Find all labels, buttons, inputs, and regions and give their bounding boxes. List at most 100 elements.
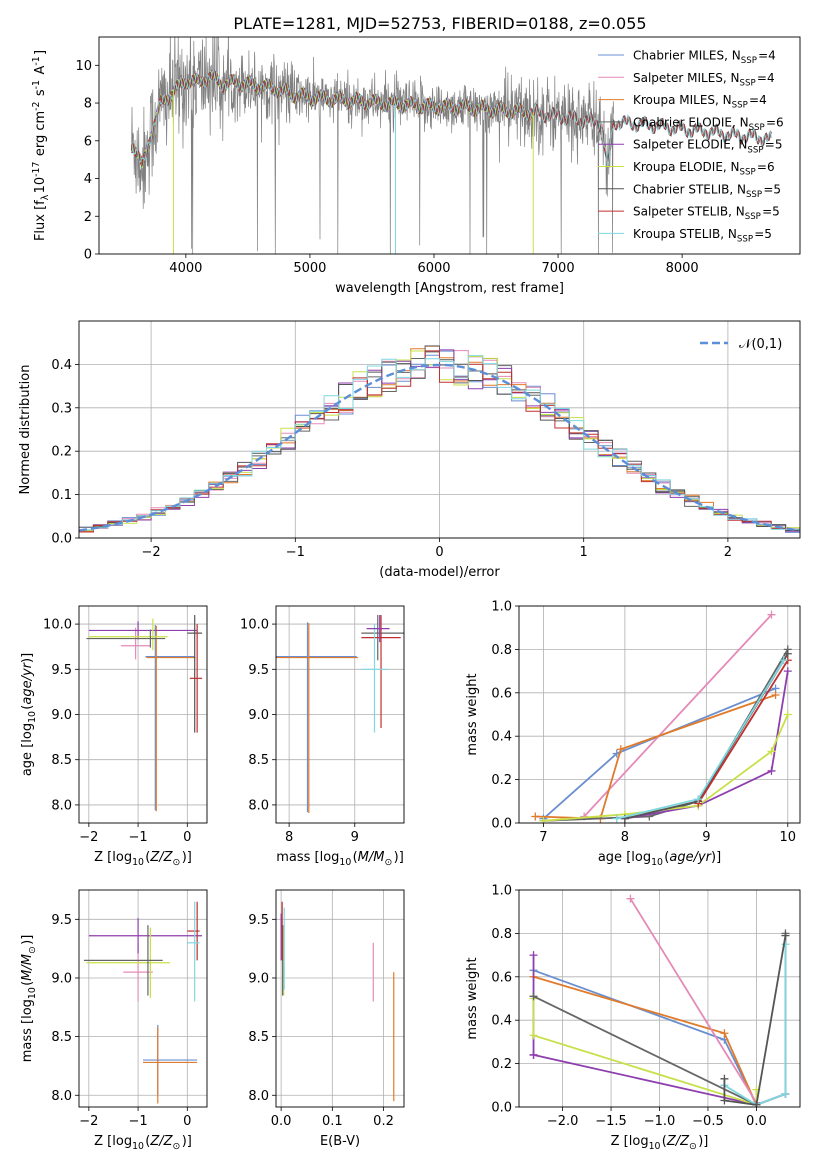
legend-label: 𝒩(0,1) [739, 337, 782, 352]
x-axis-label: Z [log10 (Z/Z⊙ )] [94, 1134, 192, 1152]
weight-line [543, 714, 789, 822]
errorbar-point [143, 1027, 198, 1104]
x-tick-label: −1.5 [595, 1114, 627, 1129]
chart-residuals: −2 −1 0 1 2 0.0 0.1 0.2 0.3 0.4 (data-model)/error… [18, 320, 801, 580]
errorbar-point [145, 624, 195, 811]
weight-marker [531, 812, 540, 821]
y-tick-label: 0.3 [51, 401, 72, 416]
x-tick-label: 0 [183, 830, 191, 845]
observed-spectrum [130, 37, 614, 254]
weight-line [583, 614, 773, 818]
y-tick-label: 1.0 [491, 600, 512, 615]
y-tick-label: 0.0 [491, 1101, 512, 1116]
x-tick-label: 7000 [542, 261, 575, 276]
chart-mass_vs_Z: −2 −1 0 8.0 8.5 9.0 9.5 Z [log10 (Z/Z⊙ )] mass [… [20, 889, 208, 1152]
y-tick-label: 9.0 [51, 971, 72, 986]
weight-line [723, 935, 787, 1106]
x-tick-label: 8000 [666, 261, 699, 276]
weight-line [535, 694, 776, 820]
chart-massweight_vs_Z: −2.0 −1.5 −1.0 −0.5 0.0 0.0 0.2 0.4 0.6 0.8 1.0 Z [… [465, 884, 801, 1152]
errorbar-point [120, 627, 151, 660]
plot-area [83, 901, 203, 1104]
weight-marker [720, 1074, 729, 1083]
x-tick-label: 0.0 [271, 1114, 292, 1129]
weight-line [543, 648, 789, 822]
weight-marker [720, 1029, 729, 1038]
errorbar-point [187, 615, 203, 733]
errorbar-point [187, 901, 200, 1002]
chart-mass_vs_EBV: 0.0 0.1 0.2 8.0 8.5 9.0 9.5 E(B-V) [248, 889, 405, 1149]
errorbar-point [88, 618, 168, 651]
weight-marker [720, 1096, 729, 1105]
x-tick-label: 0 [183, 1114, 191, 1129]
plot-area [86, 615, 203, 812]
errorbar-point [86, 927, 171, 998]
errorbar-point [189, 624, 203, 733]
weight-line [616, 659, 785, 820]
legend-label: Salpeter ELODIE, NSSP =5 [633, 138, 782, 156]
chart-massweight_vs_age: 7 8 9 10 0.0 0.2 0.4 0.6 0.8 1.0 age [log10 (age/y… [465, 600, 801, 868]
figure-title: PLATE=1281, MJD=52753, FIBERID=0188, z=0… [233, 14, 646, 33]
x-tick-label: −2 [79, 830, 98, 845]
x-tick-label: 9 [702, 830, 710, 845]
plot-area [130, 37, 772, 254]
weight-marker [783, 710, 792, 719]
y-tick-label: 8.0 [248, 798, 269, 813]
x-tick-label: 6000 [417, 261, 450, 276]
weight-marker [779, 656, 788, 665]
weight-line [723, 944, 787, 1106]
chart-spectrum: 4000 5000 6000 7000 8000 0 2 4 6 8 10 wavelength [A… [31, 36, 801, 296]
chart-age_vs_Z: −2 −1 0 8.0 8.5 9.0 9.5 10.0 Z [log10 (Z/Z⊙ )] ag… [20, 605, 208, 868]
y-tick-label: 0.4 [51, 358, 72, 373]
x-axis-label: (data-model)/error [379, 565, 500, 580]
x-tick-label: −1 [128, 1114, 147, 1129]
weight-marker [781, 931, 790, 940]
x-tick-label: −1 [286, 545, 305, 560]
x-tick-label: 0.2 [373, 1114, 394, 1129]
legend-label: Kroupa ELODIE, NSSP =6 [633, 160, 775, 178]
y-tick-label: 1.0 [491, 884, 512, 899]
plot-area [529, 894, 790, 1107]
x-tick-label: 2 [724, 545, 732, 560]
x-tick-label: −1 [128, 830, 147, 845]
x-tick-label: −2 [142, 545, 161, 560]
y-tick-label: 0.6 [491, 970, 512, 985]
legend: 𝒩(0,1) [700, 337, 782, 352]
x-tick-label: −1.0 [644, 1114, 676, 1129]
y-tick-label: 9.5 [248, 663, 269, 678]
y-tick-label: 8.0 [51, 798, 72, 813]
plot-area [531, 610, 792, 823]
legend-label: Chabrier MILES, NSSP =4 [633, 49, 776, 67]
x-axis-label: Z [log10 (Z/Z⊙ )] [611, 1134, 709, 1152]
y-tick-label: 0.0 [51, 532, 72, 547]
weight-marker [781, 1089, 790, 1098]
weight-line [629, 898, 758, 1104]
x-tick-label: 5000 [293, 261, 326, 276]
errorbar-point [276, 622, 357, 813]
residual-histogram [79, 345, 800, 531]
x-tick-label: 8 [285, 830, 293, 845]
plot-area [79, 345, 800, 533]
weight-marker [783, 667, 792, 676]
y-tick-label: 9.5 [248, 913, 269, 928]
weight-marker [612, 814, 621, 823]
y-tick-label: 2 [84, 210, 92, 225]
y-tick-label: 0.4 [491, 1014, 512, 1029]
y-tick-label: 8.5 [248, 753, 269, 768]
x-tick-label: 10 [780, 830, 797, 845]
weight-marker [539, 816, 548, 823]
axes-frame [98, 36, 801, 255]
legend: Chabrier MILES, NSSP =4 Salpeter MILES, N… [598, 49, 784, 245]
errorbar-point [187, 901, 200, 961]
y-tick-label: 0.4 [491, 730, 512, 745]
y-tick-label: 0 [84, 248, 92, 263]
weight-line [697, 659, 789, 804]
y-tick-label: 9.5 [51, 913, 72, 928]
y-tick-label: 9.5 [51, 663, 72, 678]
axes-frame [518, 889, 801, 1108]
weight-marker [529, 951, 538, 960]
y-tick-label: 8.5 [51, 1030, 72, 1045]
weight-marker [694, 795, 703, 804]
weight-marker [752, 1100, 761, 1107]
errorbar-point [83, 925, 163, 996]
